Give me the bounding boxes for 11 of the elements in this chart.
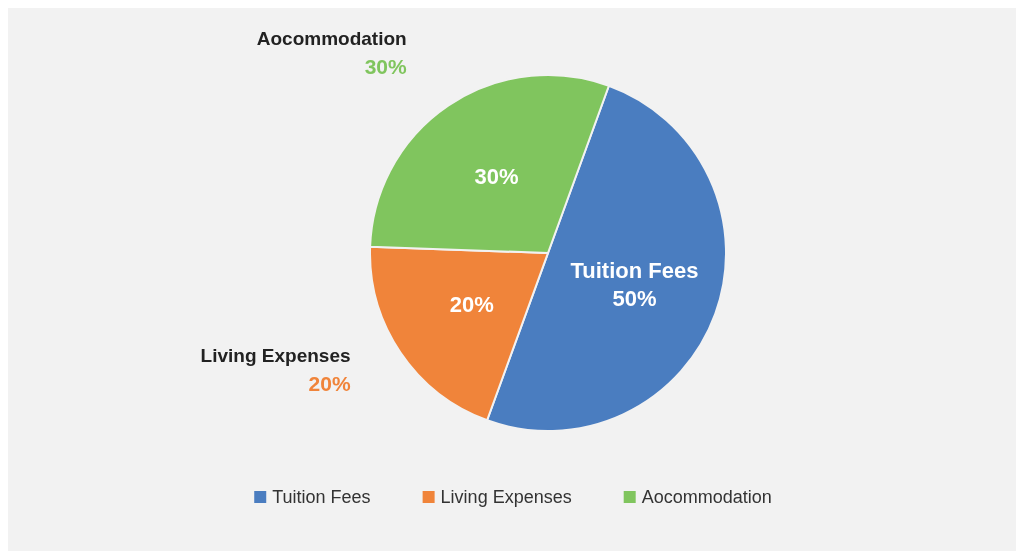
data-label: 20% xyxy=(308,371,351,395)
legend-label: Living Expenses xyxy=(440,487,572,507)
legend-label: Tuition Fees xyxy=(272,487,371,507)
data-label: 30% xyxy=(364,55,408,79)
slice-label: Aocommodation xyxy=(256,28,407,50)
legend-label: Aocommodation xyxy=(641,487,772,507)
slice-label: Tuition Fees xyxy=(570,257,699,283)
text: 20% xyxy=(449,291,494,317)
text: 30% xyxy=(474,164,519,190)
slice-label: Living Expenses xyxy=(200,344,351,366)
data-label: 50% xyxy=(612,285,657,311)
